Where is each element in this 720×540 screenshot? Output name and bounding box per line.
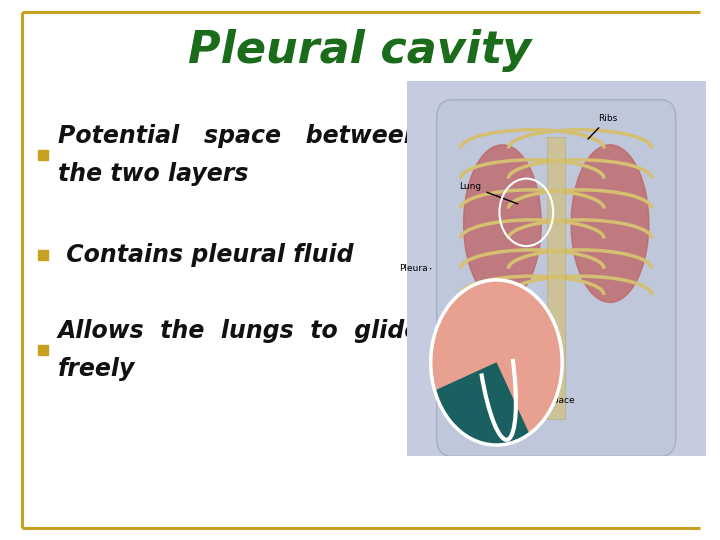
Circle shape <box>431 280 562 445</box>
Text: Lung: Lung <box>459 181 518 204</box>
Bar <box>38 250 48 260</box>
Wedge shape <box>435 362 529 445</box>
Bar <box>547 137 565 419</box>
Bar <box>38 345 48 355</box>
FancyBboxPatch shape <box>436 100 676 456</box>
Ellipse shape <box>571 145 649 302</box>
Ellipse shape <box>464 145 541 302</box>
Text: Ribs: Ribs <box>588 114 617 139</box>
Text: Contains pleural fluid: Contains pleural fluid <box>58 243 354 267</box>
Text: Allows  the  lungs  to  glide
freely: Allows the lungs to glide freely <box>58 319 421 381</box>
Wedge shape <box>431 280 562 434</box>
Text: Pleura: Pleura <box>399 264 431 273</box>
Text: Pleural cavity: Pleural cavity <box>189 29 531 71</box>
Text: Pleural space: Pleural space <box>513 372 575 404</box>
Text: Potential   space   between
the two layers: Potential space between the two layers <box>58 124 420 186</box>
Bar <box>38 150 48 160</box>
